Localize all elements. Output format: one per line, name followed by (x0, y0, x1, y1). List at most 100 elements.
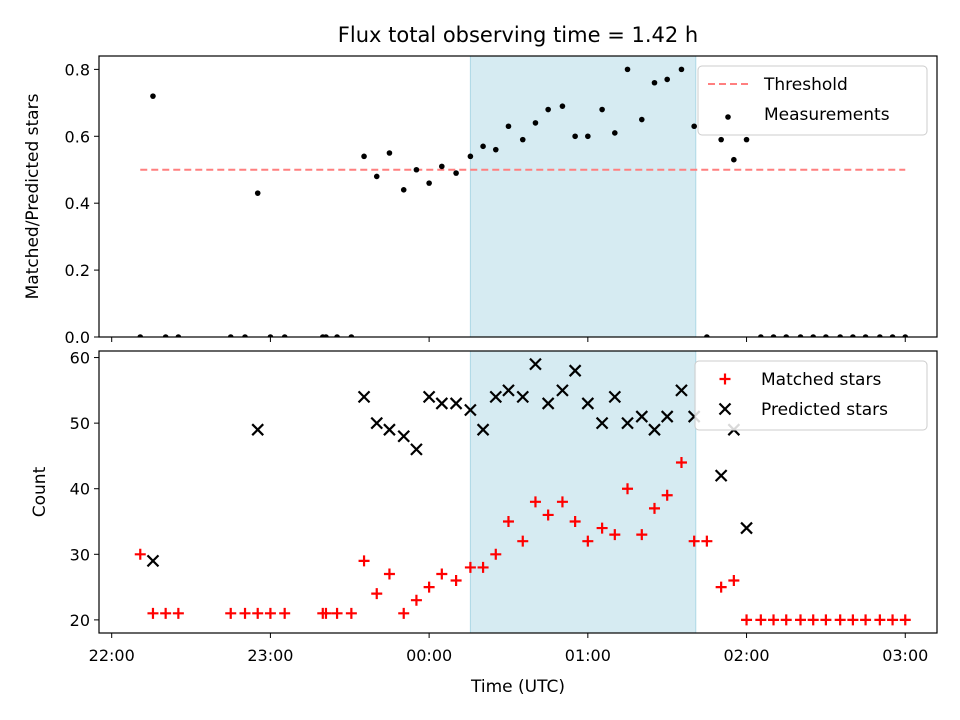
matched-stars-point (820, 614, 832, 626)
matched-stars-point (582, 535, 594, 547)
matched-stars-point (225, 607, 237, 619)
matched-stars-point (688, 535, 700, 547)
matched-stars-point (331, 607, 343, 619)
measurements-point (400, 187, 407, 193)
predicted-stars-point (714, 469, 728, 482)
measurements-point (823, 334, 829, 337)
matched-stars-point (636, 529, 648, 541)
predicted-stars-point (541, 397, 555, 410)
measurements-point (902, 334, 909, 337)
matched-stars-legend-label: Matched stars (761, 370, 881, 390)
matched-stars-point (464, 561, 476, 573)
threshold-legend-label: Threshold (763, 75, 848, 95)
predicted-stars-point (251, 423, 264, 436)
measurements-point (585, 133, 591, 140)
x-tick-label: 00:00 (406, 646, 452, 665)
measurements-point (691, 123, 697, 130)
measurements-legend-swatch (725, 114, 731, 120)
measurements-point (545, 106, 551, 113)
predicted-stars-point (435, 397, 449, 410)
predicted-stars-point (357, 390, 371, 404)
measurements-point (175, 334, 182, 337)
predicted-stars-point (648, 423, 661, 436)
matched-stars-point (542, 509, 554, 521)
predicted-stars-point (410, 443, 423, 456)
x-tick-label: 03:00 (882, 646, 928, 665)
x-tick-label: 22:00 (89, 646, 135, 665)
matched-stars-point (436, 568, 448, 580)
x-tick-label: 23:00 (247, 646, 293, 665)
measurements-point (227, 334, 234, 337)
matched-stars-point (529, 496, 541, 508)
matched-stars-point (741, 614, 753, 626)
predicted-stars-point (608, 390, 622, 404)
measurements-point (323, 334, 329, 337)
measurements-point (664, 76, 670, 83)
measurements-point (612, 130, 618, 136)
measurements-point (453, 170, 459, 176)
legend: Threshold Measurements (697, 65, 928, 136)
measurements-point (837, 334, 843, 337)
measurements-point (770, 334, 777, 337)
measurements-point (638, 116, 645, 123)
matched-stars-point (755, 614, 767, 626)
matched-stars-point (569, 516, 581, 528)
matched-stars-point (661, 489, 673, 501)
predicted-stars-point (502, 384, 515, 397)
y-tick-label: 0.4 (65, 194, 90, 213)
measurements-point (704, 334, 710, 337)
measurements-point (242, 334, 248, 337)
measurements-point (492, 146, 499, 153)
measurements-point (505, 123, 512, 130)
y-tick-label: 30 (70, 545, 90, 564)
y-axis-label: Count (30, 466, 50, 517)
measurements-point (624, 66, 631, 73)
measurements-point (137, 334, 144, 337)
measurements-point (439, 163, 445, 170)
predicted-stars-legend-swatch (718, 402, 732, 416)
predicted-stars-point (464, 403, 477, 417)
y-tick-label: 50 (70, 414, 90, 433)
matched-stars-point (795, 614, 807, 626)
matched-stars-point (556, 496, 568, 508)
measurements-point (467, 153, 474, 160)
matched-stars-point (147, 607, 159, 619)
predicted-stars-point (581, 397, 595, 410)
predicted-stars-point (370, 416, 384, 430)
matched-stars-point (423, 581, 435, 593)
matched-stars-point (490, 548, 502, 560)
matched-stars-point (252, 607, 264, 619)
matched-stars-legend-swatch (719, 373, 731, 385)
matched-stars-point (768, 614, 780, 626)
x-tick-label: 02:00 (723, 646, 769, 665)
y-tick-label: 0.2 (65, 261, 90, 280)
y-tick-label: 0.8 (65, 60, 90, 79)
predicted-stars-point (489, 390, 503, 404)
observing-window-band (469, 55, 697, 338)
measurements-point (348, 334, 355, 337)
matched-stars-point (410, 594, 422, 606)
predicted-stars-point (516, 390, 530, 404)
measurements-point (361, 153, 367, 160)
matched-stars-point (172, 607, 184, 619)
predicted-stars-point (449, 397, 463, 410)
measurements-point (532, 120, 539, 126)
predicted-stars-point (568, 364, 582, 377)
measurements-legend-label: Measurements (764, 105, 890, 125)
y-tick-label: 20 (70, 611, 90, 630)
matched-stars-point (264, 607, 276, 619)
matched-stars-point (279, 607, 291, 619)
matched-stars-point (502, 516, 514, 528)
measurements-point (743, 136, 750, 143)
measurements-point (281, 334, 288, 337)
matched-stars-point (648, 502, 660, 514)
y-tick-label: 60 (70, 349, 90, 368)
matched-stars-point (609, 529, 621, 541)
predicted-stars-point (740, 521, 753, 535)
matched-stars-point (622, 483, 634, 495)
measurements-point (162, 334, 169, 337)
measurements-point (267, 334, 274, 337)
measurements-point (150, 93, 156, 99)
predicted-stars-point (383, 423, 396, 436)
